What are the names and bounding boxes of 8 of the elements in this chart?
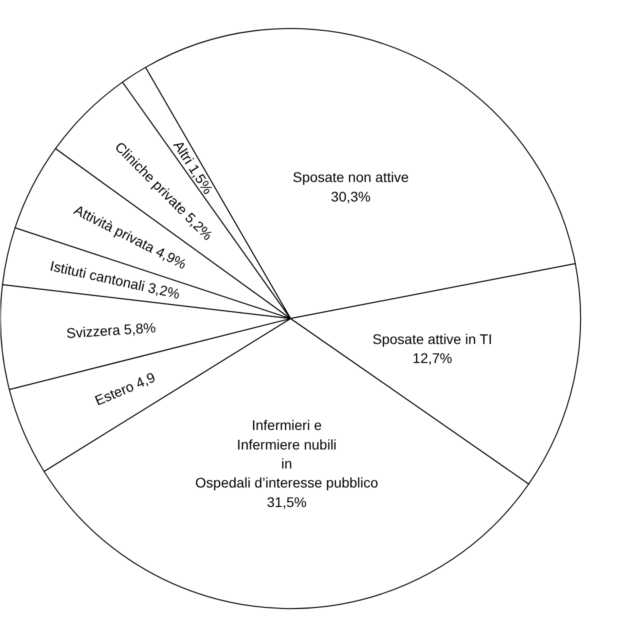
slice-label: Sposate non attive — [292, 169, 409, 186]
data-label: 31,5% — [266, 494, 307, 510]
data-label: 12,7% — [412, 350, 452, 366]
slice-label: Infermieri e Infermiere nubili in Ospedali d’interesse pubblico — [195, 417, 378, 491]
data-label: 30,3% — [330, 188, 371, 204]
slice-label: Sposate attive in TI — [372, 330, 492, 347]
slice-label: Svizzera 5,8% — [66, 319, 156, 342]
slice-label: Estero 4,9 — [92, 368, 158, 409]
